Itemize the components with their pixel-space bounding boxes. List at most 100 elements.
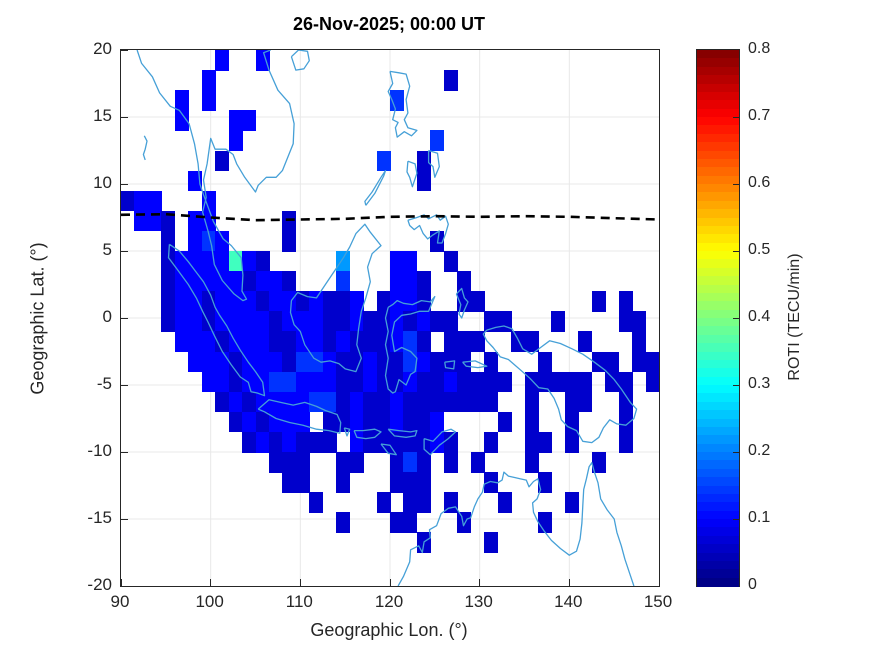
roti-cell	[268, 351, 283, 373]
roti-cell	[295, 351, 310, 373]
roti-cell	[551, 311, 566, 332]
colorbar-segment	[697, 493, 739, 503]
roti-cell	[363, 331, 378, 353]
colorbar-segment	[697, 485, 739, 495]
colorbar-segment	[697, 167, 739, 177]
y-tickmark	[121, 384, 128, 386]
coastline	[142, 135, 148, 161]
roti-cell	[403, 311, 418, 332]
roti-cell	[322, 371, 337, 393]
roti-cell	[282, 311, 297, 332]
roti-cell	[309, 311, 324, 332]
magnetic-equator-line	[121, 212, 659, 222]
coastline	[353, 428, 382, 440]
x-tickmark	[568, 579, 570, 586]
colorbar-segment	[697, 108, 739, 118]
roti-cell	[605, 371, 620, 393]
colorbar-segment	[697, 200, 739, 210]
roti-cell	[268, 311, 283, 332]
roti-cell	[430, 431, 445, 453]
roti-cell	[416, 331, 431, 353]
x-tick-label: 90	[110, 592, 130, 611]
coastline-map	[121, 50, 659, 586]
colorbar-segment	[697, 184, 739, 193]
roti-cell	[188, 230, 203, 252]
roti-cell	[255, 251, 270, 272]
roti-cell	[268, 271, 283, 292]
roti-cell	[390, 271, 405, 292]
x-tickmark	[210, 579, 212, 586]
roti-cell	[645, 351, 659, 373]
colorbar-segment	[697, 83, 739, 93]
roti-cell	[161, 311, 176, 332]
roti-cell	[403, 291, 418, 312]
coastline	[462, 360, 488, 369]
roti-cell	[255, 291, 270, 312]
roti-cell	[390, 251, 405, 272]
coastline	[444, 360, 456, 370]
y-tickmark	[121, 50, 128, 51]
colorbar-segment	[697, 117, 739, 126]
roti-cell	[268, 291, 283, 312]
roti-cell	[201, 271, 216, 292]
colorbar-segment	[697, 284, 739, 294]
roti-cell	[201, 291, 216, 312]
roti-cell	[147, 190, 162, 212]
roti-cell	[309, 371, 324, 393]
roti-cell	[174, 311, 189, 332]
colorbar-segment	[697, 577, 739, 587]
roti-cell	[349, 291, 364, 312]
colorbar-segment	[697, 544, 739, 553]
roti-cell	[403, 492, 418, 513]
roti-cell	[416, 492, 431, 513]
roti-cell	[336, 331, 351, 353]
roti-cell	[457, 331, 472, 353]
roti-cell	[605, 351, 620, 373]
coastline	[387, 70, 418, 138]
colorbar-segment	[697, 234, 739, 244]
roti-cell	[147, 210, 162, 232]
colorbar-segment	[697, 50, 739, 59]
roti-cell	[349, 371, 364, 393]
roti-cell	[349, 411, 364, 433]
roti-cell	[457, 271, 472, 292]
roti-cell	[295, 431, 310, 453]
roti-cell	[215, 371, 230, 393]
roti-cell	[443, 251, 458, 272]
roti-cell	[188, 351, 203, 373]
colorbar-segment	[697, 359, 739, 369]
roti-cell	[430, 130, 445, 152]
roti-cell	[618, 371, 633, 393]
roti-cell	[295, 391, 310, 413]
colorbar-segment	[697, 502, 739, 512]
roti-cell	[376, 411, 391, 433]
colorbar-segment	[697, 225, 739, 235]
roti-cell	[336, 512, 351, 533]
roti-cell	[618, 411, 633, 433]
roti-cell	[215, 291, 230, 312]
roti-cell	[322, 431, 337, 453]
roti-cell	[376, 492, 391, 513]
roti-cell	[416, 452, 431, 473]
colorbar-tick-label: 0	[748, 576, 757, 593]
colorbar-segment	[697, 376, 739, 386]
colorbar-segment	[697, 435, 739, 445]
coastline	[364, 169, 387, 206]
roti-cell	[215, 331, 230, 353]
x-tickmark	[121, 579, 122, 586]
roti-cell	[457, 371, 472, 393]
roti-cell	[295, 452, 310, 473]
coastline	[380, 443, 397, 456]
colorbar-segment	[697, 535, 739, 545]
colorbar-segment	[697, 242, 739, 252]
y-axis-label: Geographic Lat. (°)	[27, 242, 48, 395]
colorbar-segment	[697, 251, 739, 260]
roti-cell	[255, 411, 270, 433]
roti-cell	[322, 311, 337, 332]
roti-cell	[537, 431, 552, 453]
roti-cell	[443, 371, 458, 393]
colorbar-segment	[697, 385, 739, 394]
colorbar-tick-label: 0.7	[748, 107, 771, 124]
colorbar-segment	[697, 133, 739, 143]
